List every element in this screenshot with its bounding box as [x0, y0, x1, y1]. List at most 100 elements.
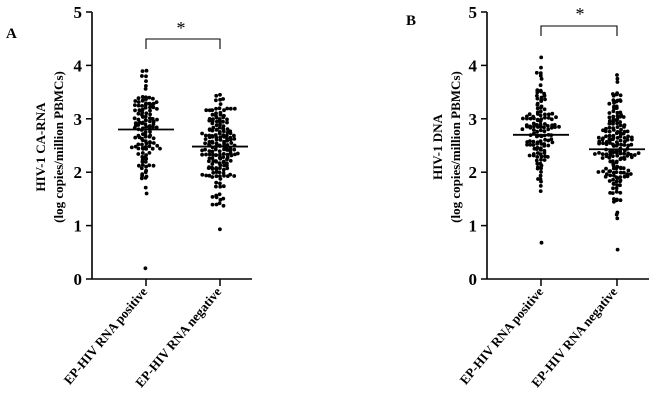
data-point: [622, 136, 627, 140]
data-point: [618, 183, 622, 188]
data-point: [225, 157, 229, 162]
data-point: [543, 137, 547, 142]
data-point: [151, 96, 155, 101]
data-point: [549, 117, 554, 122]
panel-a: A HIV-1 CA-RNA (log copies/million PBMCs…: [6, 3, 252, 390]
data-point: [614, 106, 619, 110]
data-point: [206, 166, 211, 171]
data-point: [611, 128, 616, 132]
data-point: [143, 114, 148, 119]
data-point: [136, 117, 141, 122]
data-point: [618, 138, 623, 143]
x-tick-label-positive: EP-HIV RNA positive: [456, 284, 546, 387]
data-point: [217, 119, 222, 124]
data-point: [217, 106, 222, 111]
data-point: [136, 152, 141, 156]
data-point: [151, 136, 156, 141]
data-point: [207, 108, 212, 113]
data-point: [614, 150, 619, 155]
data-point: [218, 177, 223, 181]
data-point: [129, 145, 134, 150]
data-point: [218, 181, 222, 186]
data-point: [625, 154, 630, 158]
y-tick-label: 3: [74, 110, 83, 129]
data-point: [622, 143, 627, 147]
data-point: [597, 151, 601, 155]
data-point: [550, 140, 555, 145]
y-axis-label-line1: HIV-1 CA-RNA: [33, 102, 48, 192]
x-tick-label-negative: EP-HIV RNA negative: [528, 284, 620, 390]
data-point: [214, 153, 218, 158]
data-point: [155, 143, 160, 148]
data-point: [546, 127, 551, 132]
data-point: [618, 179, 622, 184]
data-point: [139, 176, 144, 181]
data-point: [148, 119, 152, 124]
data-point: [221, 171, 226, 175]
data-point: [626, 134, 630, 139]
data-point: [143, 134, 148, 139]
data-point: [213, 147, 218, 152]
data-point: [525, 140, 530, 144]
data-point: [538, 105, 543, 110]
data-point: [229, 153, 234, 158]
data-point: [614, 212, 619, 217]
data-point: [543, 122, 547, 126]
data-point: [214, 184, 218, 189]
y-tick-label: 2: [469, 163, 478, 182]
data-point: [600, 137, 605, 142]
data-point: [628, 172, 633, 176]
plot-area-a: 0 1 2 3 4 5: [74, 3, 252, 289]
data-point: [629, 142, 634, 147]
data-point: [143, 266, 148, 271]
data-point: [225, 138, 230, 143]
data-point: [214, 93, 219, 98]
data-point: [221, 152, 226, 156]
data-point: [147, 144, 152, 149]
data-point: [535, 118, 540, 123]
data-point: [622, 125, 626, 129]
significance-star-b: *: [576, 4, 585, 24]
data-point: [210, 140, 215, 145]
data-point: [214, 202, 219, 207]
data-point: [534, 147, 539, 152]
data-point: [232, 106, 237, 111]
data-point: [607, 125, 612, 130]
data-point: [614, 143, 619, 148]
data-point: [151, 141, 156, 145]
data-point: [535, 93, 539, 98]
x-tick-label-positive: EP-HIV RNA positive: [60, 284, 150, 387]
data-point: [535, 103, 540, 107]
data-point: [151, 105, 156, 110]
data-point: [200, 152, 205, 157]
data-point: [545, 124, 550, 128]
data-point: [218, 227, 222, 232]
data-point: [144, 118, 148, 123]
data-point: [203, 141, 208, 146]
data-point: [600, 156, 605, 160]
data-point: [535, 161, 540, 166]
data-point: [207, 159, 211, 164]
data-point: [621, 115, 626, 119]
data-point: [132, 116, 137, 121]
data-point: [596, 135, 601, 140]
data-point: [136, 142, 141, 147]
data-point: [538, 173, 543, 178]
data-point: [607, 133, 612, 138]
data-point: [228, 172, 233, 177]
data-point: [607, 129, 612, 134]
data-point: [222, 163, 227, 168]
data-point: [144, 124, 149, 129]
data-point: [601, 169, 605, 174]
data-point: [140, 155, 145, 159]
data-point: [200, 131, 205, 136]
data-point: [525, 116, 529, 121]
data-point: [143, 87, 148, 91]
data-point: [140, 151, 145, 155]
data-point: [221, 115, 226, 120]
data-point: [221, 119, 225, 124]
data-point: [207, 118, 212, 123]
data-point: [622, 139, 627, 144]
data-point: [539, 170, 543, 174]
data-point: [615, 153, 620, 158]
